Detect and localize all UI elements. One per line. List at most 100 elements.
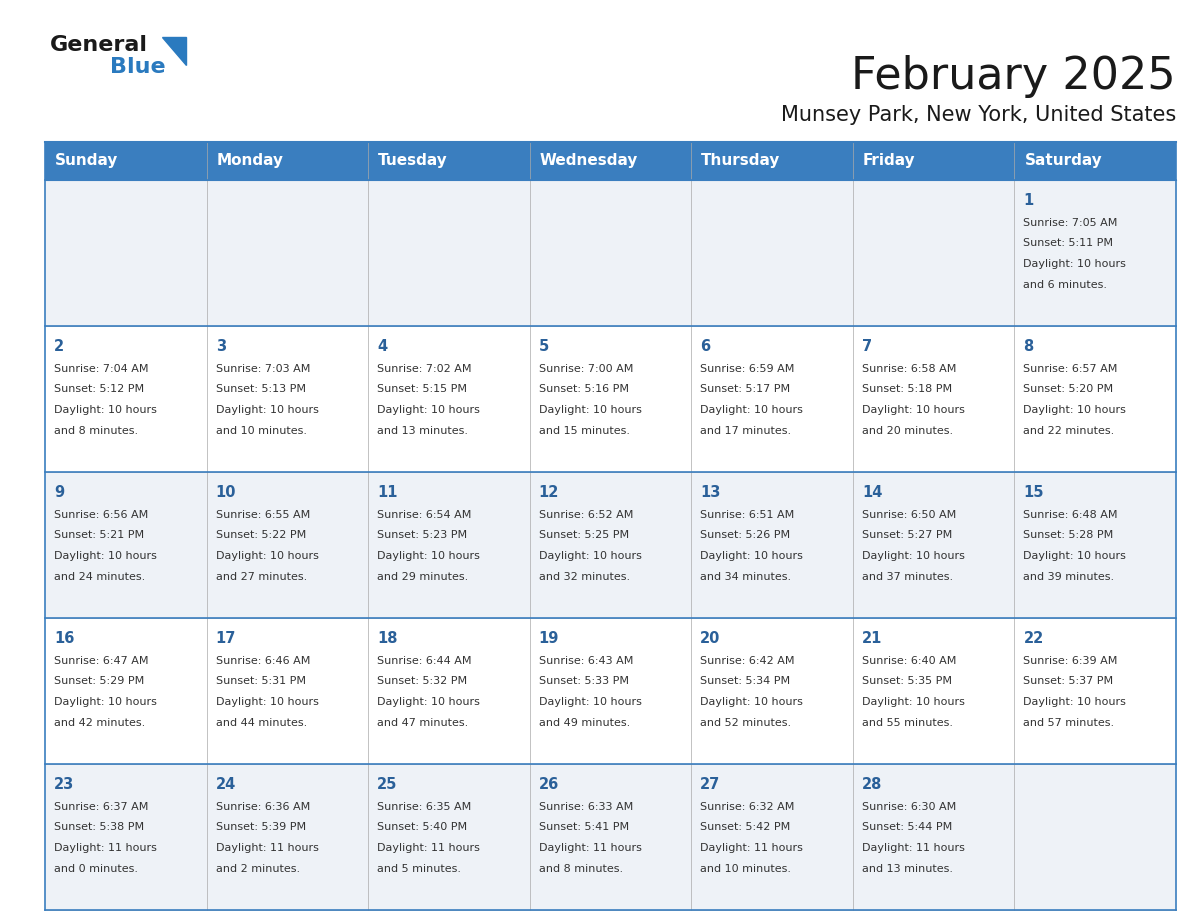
- Bar: [1015, 472, 1176, 618]
- Text: Tuesday: Tuesday: [378, 153, 448, 169]
- Text: and 8 minutes.: and 8 minutes.: [53, 426, 138, 435]
- Text: Sunset: 5:16 PM: Sunset: 5:16 PM: [538, 385, 628, 395]
- Text: Daylight: 10 hours: Daylight: 10 hours: [377, 697, 480, 707]
- Text: Sunset: 5:44 PM: Sunset: 5:44 PM: [861, 823, 952, 833]
- Text: Sunset: 5:12 PM: Sunset: 5:12 PM: [53, 385, 144, 395]
- Text: Sunrise: 6:52 AM: Sunrise: 6:52 AM: [538, 510, 633, 520]
- Bar: [853, 472, 1015, 618]
- Text: Sunset: 5:13 PM: Sunset: 5:13 PM: [215, 385, 305, 395]
- Text: 14: 14: [861, 485, 883, 500]
- Bar: [45, 618, 207, 764]
- Text: Sunrise: 6:50 AM: Sunrise: 6:50 AM: [861, 510, 956, 520]
- Text: and 22 minutes.: and 22 minutes.: [1023, 426, 1114, 435]
- Text: Daylight: 10 hours: Daylight: 10 hours: [700, 551, 803, 561]
- Text: Sunrise: 6:40 AM: Sunrise: 6:40 AM: [861, 656, 956, 666]
- Text: Sunset: 5:33 PM: Sunset: 5:33 PM: [538, 677, 628, 687]
- Text: Daylight: 10 hours: Daylight: 10 hours: [861, 405, 965, 415]
- Text: and 5 minutes.: and 5 minutes.: [377, 864, 461, 874]
- Text: 2: 2: [53, 339, 64, 354]
- Bar: [45, 326, 207, 472]
- Text: Sunrise: 7:05 AM: Sunrise: 7:05 AM: [1023, 218, 1118, 228]
- Text: 22: 22: [1023, 631, 1044, 646]
- Bar: [1015, 618, 1176, 764]
- Text: Sunset: 5:28 PM: Sunset: 5:28 PM: [1023, 531, 1113, 541]
- Text: Sunset: 5:32 PM: Sunset: 5:32 PM: [377, 677, 467, 687]
- Bar: [207, 472, 368, 618]
- Bar: [45, 472, 207, 618]
- Text: and 57 minutes.: and 57 minutes.: [1023, 718, 1114, 727]
- Text: Sunrise: 6:33 AM: Sunrise: 6:33 AM: [538, 802, 633, 812]
- Text: General: General: [50, 35, 148, 55]
- Text: Daylight: 11 hours: Daylight: 11 hours: [700, 843, 803, 853]
- Text: 11: 11: [377, 485, 398, 500]
- Text: and 13 minutes.: and 13 minutes.: [861, 864, 953, 874]
- Text: and 8 minutes.: and 8 minutes.: [538, 864, 623, 874]
- Text: Sunset: 5:35 PM: Sunset: 5:35 PM: [861, 677, 952, 687]
- Text: Sunrise: 6:56 AM: Sunrise: 6:56 AM: [53, 510, 148, 520]
- Bar: [853, 142, 1015, 180]
- Bar: [853, 180, 1015, 326]
- Text: 6: 6: [700, 339, 710, 354]
- Text: Daylight: 10 hours: Daylight: 10 hours: [53, 697, 157, 707]
- Text: and 13 minutes.: and 13 minutes.: [377, 426, 468, 435]
- Text: Daylight: 11 hours: Daylight: 11 hours: [538, 843, 642, 853]
- Text: Sunset: 5:21 PM: Sunset: 5:21 PM: [53, 531, 144, 541]
- Text: Sunrise: 6:44 AM: Sunrise: 6:44 AM: [377, 656, 472, 666]
- Bar: [530, 764, 691, 910]
- Text: and 6 minutes.: and 6 minutes.: [1023, 279, 1107, 289]
- Text: Friday: Friday: [862, 153, 916, 169]
- Text: Monday: Monday: [216, 153, 284, 169]
- Text: Daylight: 10 hours: Daylight: 10 hours: [215, 551, 318, 561]
- Text: 4: 4: [377, 339, 387, 354]
- Text: Daylight: 10 hours: Daylight: 10 hours: [1023, 697, 1126, 707]
- Text: Daylight: 10 hours: Daylight: 10 hours: [700, 697, 803, 707]
- Text: 5: 5: [538, 339, 549, 354]
- Text: and 24 minutes.: and 24 minutes.: [53, 572, 145, 581]
- Bar: [1015, 180, 1176, 326]
- Text: Daylight: 11 hours: Daylight: 11 hours: [861, 843, 965, 853]
- Text: 7: 7: [861, 339, 872, 354]
- Text: and 32 minutes.: and 32 minutes.: [538, 572, 630, 581]
- Text: Sunset: 5:38 PM: Sunset: 5:38 PM: [53, 823, 144, 833]
- Text: Sunrise: 6:58 AM: Sunrise: 6:58 AM: [861, 364, 956, 374]
- Text: Sunset: 5:15 PM: Sunset: 5:15 PM: [377, 385, 467, 395]
- Bar: [368, 326, 530, 472]
- Text: and 42 minutes.: and 42 minutes.: [53, 718, 145, 727]
- Bar: [691, 142, 853, 180]
- Text: Wednesday: Wednesday: [539, 153, 638, 169]
- Text: Sunset: 5:29 PM: Sunset: 5:29 PM: [53, 677, 144, 687]
- Text: Sunrise: 7:02 AM: Sunrise: 7:02 AM: [377, 364, 472, 374]
- Text: Daylight: 10 hours: Daylight: 10 hours: [377, 405, 480, 415]
- Text: 17: 17: [215, 631, 236, 646]
- Text: Sunset: 5:37 PM: Sunset: 5:37 PM: [1023, 677, 1113, 687]
- Text: 28: 28: [861, 777, 883, 792]
- Text: and 37 minutes.: and 37 minutes.: [861, 572, 953, 581]
- Text: Sunset: 5:34 PM: Sunset: 5:34 PM: [700, 677, 790, 687]
- Text: and 39 minutes.: and 39 minutes.: [1023, 572, 1114, 581]
- Bar: [691, 472, 853, 618]
- Text: Sunset: 5:11 PM: Sunset: 5:11 PM: [1023, 239, 1113, 249]
- Text: 24: 24: [215, 777, 236, 792]
- Text: 20: 20: [700, 631, 721, 646]
- Text: Sunset: 5:39 PM: Sunset: 5:39 PM: [215, 823, 305, 833]
- Text: Sunrise: 7:00 AM: Sunrise: 7:00 AM: [538, 364, 633, 374]
- Text: Daylight: 10 hours: Daylight: 10 hours: [1023, 405, 1126, 415]
- Text: Sunrise: 6:48 AM: Sunrise: 6:48 AM: [1023, 510, 1118, 520]
- Bar: [691, 326, 853, 472]
- Text: and 52 minutes.: and 52 minutes.: [700, 718, 791, 727]
- Text: Sunrise: 6:46 AM: Sunrise: 6:46 AM: [215, 656, 310, 666]
- Text: Sunrise: 7:04 AM: Sunrise: 7:04 AM: [53, 364, 148, 374]
- Bar: [1015, 142, 1176, 180]
- Text: Munsey Park, New York, United States: Munsey Park, New York, United States: [781, 105, 1176, 125]
- Text: 23: 23: [53, 777, 74, 792]
- Text: 19: 19: [538, 631, 560, 646]
- Text: Sunset: 5:42 PM: Sunset: 5:42 PM: [700, 823, 790, 833]
- Bar: [530, 618, 691, 764]
- Text: and 27 minutes.: and 27 minutes.: [215, 572, 307, 581]
- Text: Sunrise: 6:36 AM: Sunrise: 6:36 AM: [215, 802, 310, 812]
- Text: and 20 minutes.: and 20 minutes.: [861, 426, 953, 435]
- Text: 9: 9: [53, 485, 64, 500]
- Text: Sunset: 5:25 PM: Sunset: 5:25 PM: [538, 531, 628, 541]
- Bar: [853, 618, 1015, 764]
- Text: and 49 minutes.: and 49 minutes.: [538, 718, 630, 727]
